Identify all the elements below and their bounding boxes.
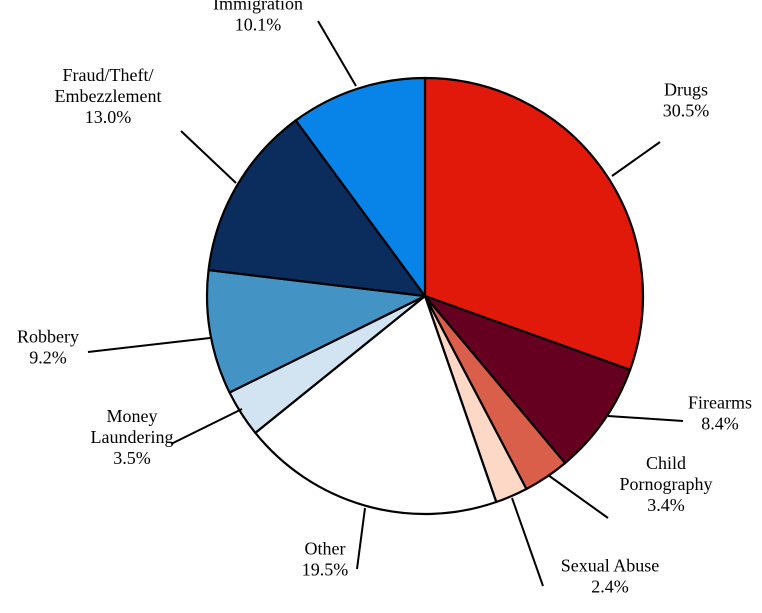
- pie-slice-drugs: [423, 76, 645, 371]
- slice-name-label: Child: [646, 453, 686, 473]
- slice-label-child-pornography: Child Pornography 3.4%: [620, 453, 713, 515]
- slice-name-label: Drugs: [664, 80, 708, 100]
- slice-value-label: 19.5%: [302, 560, 349, 580]
- pie-slice-fraud-theft-embezzlement: [207, 119, 427, 298]
- slice-label-drugs: Drugs 30.5%: [663, 80, 710, 121]
- leader-lines: [87, 20, 684, 587]
- leader-line-robbery: [87, 337, 211, 353]
- leader-line-fraud-theft-embezzlement: [180, 130, 237, 184]
- slice-name-label: Firearms: [688, 393, 752, 413]
- pie-slices: [205, 76, 645, 516]
- slice-label-sexual-abuse: Sexual Abuse 2.4%: [561, 556, 660, 597]
- leader-line-drugs: [611, 141, 661, 177]
- slice-name-label: Robbery: [17, 327, 79, 347]
- slice-label-robbery: Robbery 9.2%: [17, 327, 79, 368]
- slice-name-label: Pornography: [620, 474, 713, 494]
- slice-value-label: 30.5%: [663, 101, 710, 121]
- slice-name-label: Immigration: [213, 0, 303, 14]
- slice-label-firearms: Firearms 8.4%: [688, 393, 752, 434]
- slice-name-label: Sexual Abuse: [561, 556, 660, 576]
- slice-value-label: 8.4%: [701, 414, 739, 434]
- slice-name-label: Laundering: [91, 427, 174, 447]
- pie-slice-firearms: [423, 294, 632, 465]
- leader-line-money-laundering: [170, 408, 243, 445]
- slice-value-label: 13.0%: [85, 107, 132, 127]
- leader-line-firearms: [607, 415, 684, 422]
- slice-name-label: Embezzlement: [55, 86, 162, 106]
- slice-label-immigration: Immigration 10.1%: [213, 0, 303, 35]
- slice-labels: Drugs 30.5%Firearms 8.4%Child Pornography 3.…: [17, 0, 752, 597]
- leader-line-sexual-abuse: [511, 497, 544, 587]
- slice-value-label: 2.4%: [591, 577, 629, 597]
- leader-line-child-pornography: [547, 474, 609, 519]
- pie-slice-immigration: [294, 76, 427, 298]
- slice-label-fraud-theft-embezzlement: Fraud/Theft/Embezzlement 13.0%: [55, 65, 162, 127]
- slice-label-money-laundering: Money Laundering 3.5%: [91, 406, 174, 468]
- slice-value-label: 10.1%: [235, 15, 282, 35]
- leader-line-other: [356, 507, 366, 570]
- leader-line-immigration: [317, 20, 357, 87]
- pie-slice-robbery: [205, 268, 427, 394]
- slice-name-label: Money: [107, 406, 158, 426]
- slice-label-other: Other 19.5%: [302, 539, 349, 580]
- slice-name-label: Other: [305, 539, 346, 559]
- slice-name-label: Fraud/Theft/: [63, 65, 154, 85]
- slice-value-label: 9.2%: [29, 348, 67, 368]
- pie-slice-other: [254, 294, 498, 516]
- slice-value-label: 3.5%: [113, 448, 151, 468]
- slice-value-label: 3.4%: [647, 495, 685, 515]
